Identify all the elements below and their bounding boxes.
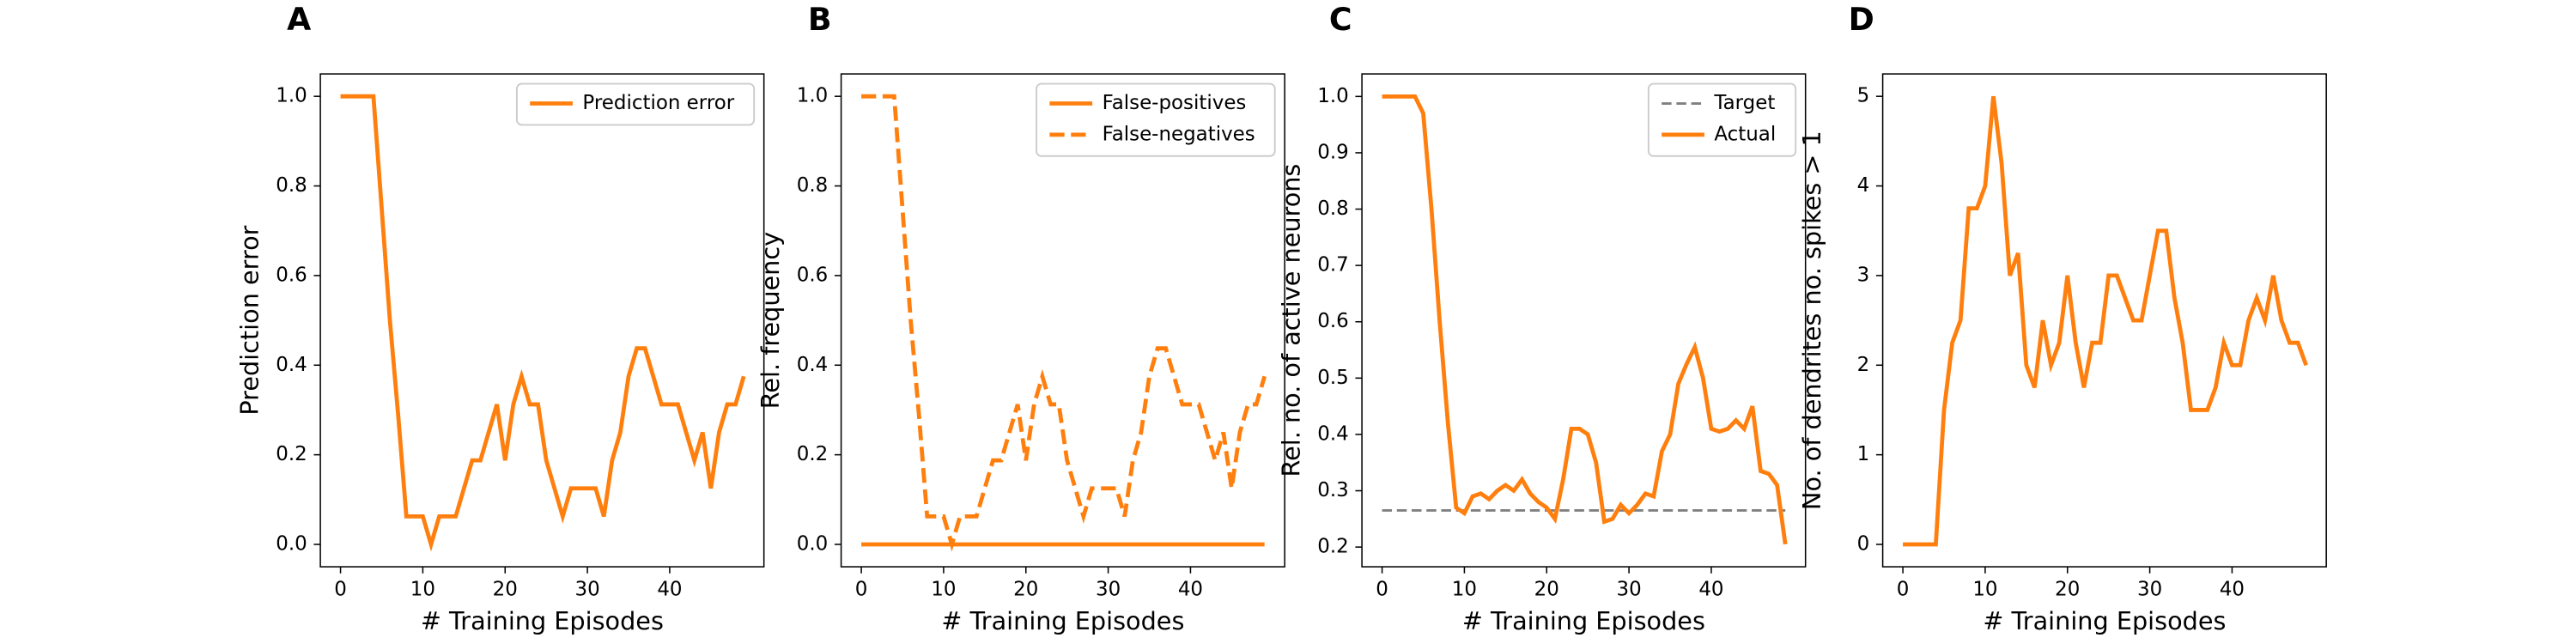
- x-tick-label: 30: [2137, 578, 2162, 600]
- legend: False-positives False-negatives: [1036, 82, 1276, 157]
- y-tick-label: 0.8: [1317, 197, 1348, 220]
- x-tick-label: 20: [1534, 578, 1559, 600]
- x-tick-label: 20: [493, 578, 518, 600]
- y-tick-label: 0.4: [797, 354, 828, 376]
- legend: Target Actual: [1647, 82, 1797, 157]
- x-tick-label: 20: [2055, 578, 2080, 600]
- x-tick-label: 0: [1897, 578, 1910, 600]
- x-tick-label: 10: [410, 578, 435, 600]
- y-tick-label: 0.0: [797, 532, 828, 555]
- y-tick-label: 0.0: [276, 532, 307, 555]
- x-axis-label: # Training Episodes: [421, 606, 664, 635]
- y-tick-label: 2: [1857, 354, 1870, 376]
- x-tick-label: 30: [574, 578, 599, 600]
- legend-box: [1647, 82, 1797, 157]
- x-tick-label: 10: [1452, 578, 1477, 600]
- legend-box: [1036, 82, 1276, 157]
- legend-box: [515, 82, 756, 126]
- x-tick-label: 0: [855, 578, 868, 600]
- x-tick-label: 10: [1972, 578, 1997, 600]
- axes-frame: [1361, 73, 1807, 568]
- y-tick-label: 1: [1857, 443, 1870, 465]
- y-axis-label: Prediction error: [235, 225, 264, 415]
- series-line: [1903, 95, 2308, 547]
- x-tick-label: 0: [1376, 578, 1388, 600]
- y-tick-label: 0.6: [797, 264, 828, 286]
- legend-label: Actual: [1714, 123, 1776, 145]
- y-axis-label: No. of dendrites no. spikes > 1: [1797, 131, 1826, 510]
- y-tick-label: 5: [1857, 85, 1870, 107]
- y-tick-label: 0.3: [1317, 479, 1348, 501]
- panel-label: B: [808, 1, 832, 38]
- x-axis-label: # Training Episodes: [1983, 606, 2226, 635]
- x-tick-label: 40: [1178, 578, 1203, 600]
- y-tick-label: 0.9: [1317, 141, 1348, 163]
- y-tick-label: 0.8: [797, 174, 828, 197]
- series-line: [1382, 94, 1788, 545]
- legend-label: False-positives: [1103, 92, 1247, 114]
- x-axis-label: # Training Episodes: [941, 606, 1184, 635]
- axes-frame: [840, 73, 1285, 568]
- x-tick-label: 30: [1096, 578, 1121, 600]
- y-tick-label: 0.4: [1317, 422, 1348, 445]
- y-tick-label: 0.6: [276, 264, 307, 286]
- axes-frame: [1881, 73, 2327, 568]
- y-axis-label: Rel. no. of active neurons: [1277, 164, 1306, 477]
- series-line: [861, 94, 1267, 552]
- y-tick-label: 0.2: [276, 443, 307, 465]
- panel-label: D: [1849, 1, 1874, 38]
- y-tick-label: 0.6: [1317, 310, 1348, 332]
- legend-label: Target: [1713, 92, 1775, 114]
- x-tick-label: 40: [2220, 578, 2245, 600]
- x-tick-label: 20: [1013, 578, 1038, 600]
- y-tick-label: 0.2: [797, 443, 828, 465]
- x-tick-label: 40: [1698, 578, 1723, 600]
- y-tick-label: 0.4: [276, 354, 307, 376]
- y-tick-label: 1.0: [797, 85, 828, 107]
- y-tick-label: 0.2: [1317, 536, 1348, 558]
- x-tick-label: 30: [1617, 578, 1642, 600]
- y-tick-label: 4: [1857, 174, 1870, 197]
- x-tick-label: 10: [931, 578, 956, 600]
- panel-label: A: [287, 1, 311, 38]
- legend-label: Prediction error: [582, 92, 734, 114]
- panel-label: C: [1329, 1, 1352, 38]
- y-tick-label: 3: [1857, 264, 1870, 286]
- series-line: [340, 94, 746, 552]
- y-tick-label: 0.8: [276, 174, 307, 197]
- legend-label: False-negatives: [1103, 123, 1255, 145]
- x-tick-label: 40: [657, 578, 682, 600]
- x-axis-label: # Training Episodes: [1462, 606, 1705, 635]
- y-axis-label: Rel. frequency: [756, 232, 785, 409]
- y-tick-label: 0.5: [1317, 367, 1348, 389]
- y-tick-label: 0.7: [1317, 254, 1348, 276]
- y-tick-label: 1.0: [276, 85, 307, 107]
- x-tick-label: 0: [334, 578, 347, 600]
- legend: Prediction error: [515, 82, 756, 126]
- y-tick-label: 0: [1857, 532, 1870, 555]
- axes-frame: [319, 73, 765, 568]
- y-tick-label: 1.0: [1317, 85, 1348, 107]
